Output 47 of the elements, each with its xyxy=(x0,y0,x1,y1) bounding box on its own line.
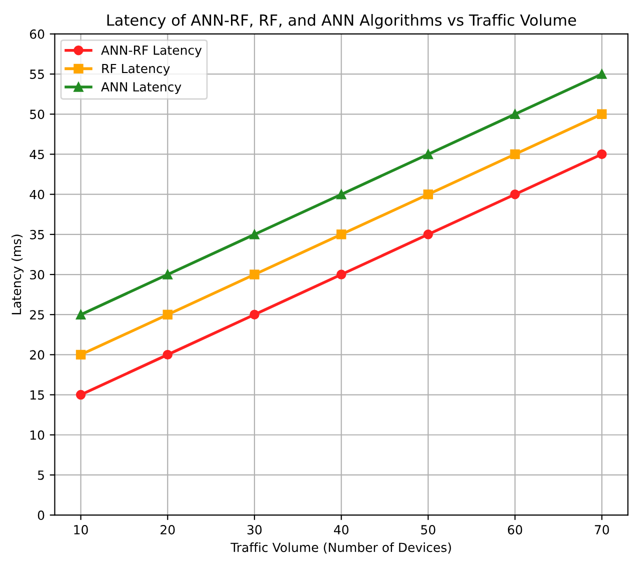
point xyxy=(596,69,607,79)
y-tick-label: 60 xyxy=(30,29,44,39)
point xyxy=(76,350,86,360)
point xyxy=(162,350,172,360)
point xyxy=(162,310,172,320)
x-tick-label: 40 xyxy=(334,525,348,534)
x-tick-label: 20 xyxy=(160,525,175,534)
point xyxy=(596,109,607,120)
point xyxy=(250,230,260,240)
x-tick-label: 10 xyxy=(74,525,88,534)
point xyxy=(76,310,86,320)
y-tick-label: 50 xyxy=(30,110,44,120)
y-tick-label: 0 xyxy=(38,510,44,520)
y-tick-label: 35 xyxy=(30,230,44,240)
point xyxy=(336,270,346,280)
point xyxy=(510,189,520,200)
y-tick-label: 15 xyxy=(30,390,44,400)
point xyxy=(510,149,520,160)
point xyxy=(162,270,172,280)
point xyxy=(510,109,520,120)
x-tick-label: 30 xyxy=(247,525,262,534)
y-tick-label: 40 xyxy=(30,190,44,200)
point xyxy=(423,149,434,160)
point xyxy=(250,270,260,280)
point xyxy=(596,149,607,160)
x-tick-label: 60 xyxy=(508,525,522,534)
point xyxy=(423,230,434,240)
legend-label: ANN Latency xyxy=(101,82,182,94)
legend-label: ANN-RF Latency xyxy=(101,46,202,58)
point xyxy=(336,230,346,240)
legend-label: RF Latency xyxy=(102,64,170,76)
y-axis-title: Latency (ms) xyxy=(11,234,24,314)
y-tick-label: 20 xyxy=(30,350,44,360)
x-tick-label: 50 xyxy=(421,525,436,534)
point xyxy=(250,310,260,320)
y-tick-label: 30 xyxy=(30,270,44,280)
y-tick-label: 10 xyxy=(30,430,44,440)
chart-title: Latency of ANN-RF, RF, and ANN Algorithms vs Traffic Volume xyxy=(107,14,576,29)
point xyxy=(336,189,346,200)
point xyxy=(76,390,86,400)
x-tick-label: 70 xyxy=(594,525,609,534)
point xyxy=(423,189,434,200)
y-tick-label: 45 xyxy=(30,150,44,160)
x-axis-title: Traffic Volume (Number of Devices) xyxy=(230,542,451,554)
y-tick-label: 55 xyxy=(30,70,44,79)
y-tick-label: 25 xyxy=(30,310,44,320)
y-tick-label: 5 xyxy=(38,470,44,480)
